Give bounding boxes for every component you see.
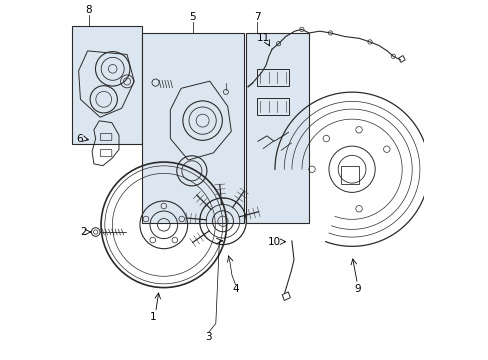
Text: 9: 9: [353, 284, 360, 294]
FancyBboxPatch shape: [246, 33, 308, 223]
Text: 7: 7: [253, 12, 260, 22]
Text: 8: 8: [85, 5, 92, 15]
Text: 11: 11: [256, 33, 269, 43]
FancyBboxPatch shape: [72, 26, 142, 144]
Text: 2: 2: [80, 227, 86, 237]
Text: 4: 4: [232, 284, 238, 294]
Text: 10: 10: [267, 237, 280, 247]
Text: 1: 1: [149, 312, 156, 322]
FancyBboxPatch shape: [142, 33, 244, 223]
Text: 3: 3: [205, 332, 211, 342]
Text: 6: 6: [76, 134, 82, 144]
Text: 5: 5: [189, 12, 195, 22]
